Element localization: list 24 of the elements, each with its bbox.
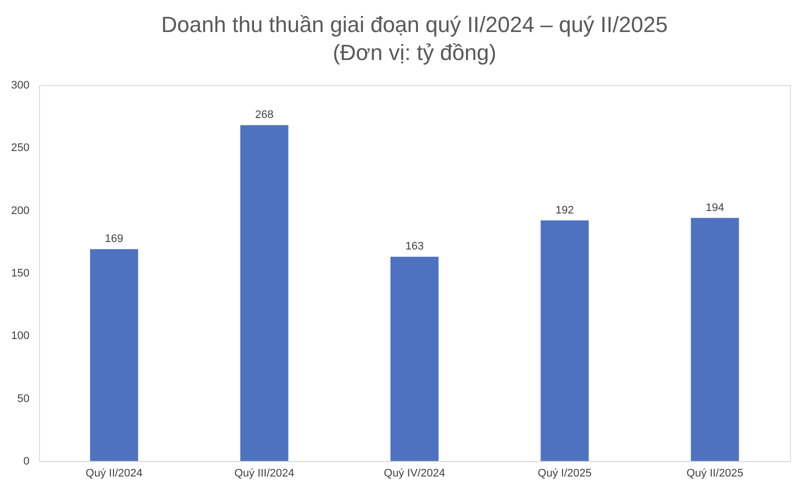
y-tick-label: 0 [23,456,30,468]
data-label: 163 [405,240,424,253]
bar [390,256,439,461]
bar [240,125,288,461]
data-label: 192 [556,204,574,216]
y-tick-label: 100 [11,330,30,342]
y-tick-label: 300 [11,80,30,92]
x-tick-label: Quý II/2025 [686,468,744,480]
data-label: 194 [706,202,724,214]
bar [90,249,138,461]
chart-subtitle: (Đơn vị: tỷ đồng) [332,40,496,65]
y-tick-label: 50 [17,392,30,405]
x-tick-label: Quý III/2024 [234,468,294,480]
bar [690,218,739,461]
x-tick-label: Quý II/2024 [86,468,143,480]
y-tick-label: 150 [11,268,30,280]
data-label: 268 [255,109,274,122]
x-tick-label: Quý IV/2024 [384,468,446,480]
data-label: 169 [104,233,124,246]
x-tick-label: Quý I/2025 [538,468,592,480]
y-tick-label: 250 [11,142,30,154]
y-tick-label: 200 [11,204,30,217]
bar [540,220,589,461]
chart-title: Doanh thu thuần giai đoạn quý II/2024 – quý II/2025 [161,12,668,37]
